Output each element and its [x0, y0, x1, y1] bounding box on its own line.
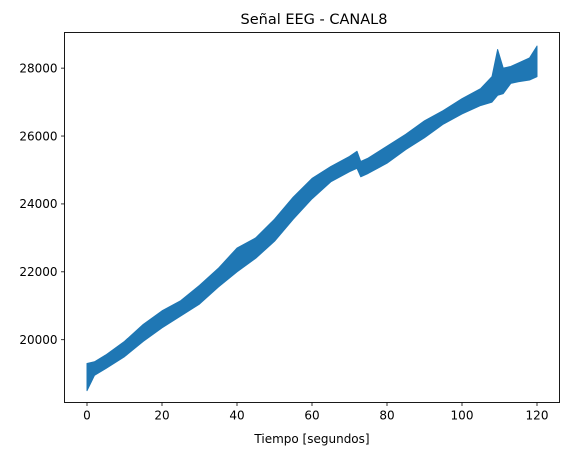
x-axis: 0 20 40 60 80 100 120 [83, 402, 549, 423]
x-tick-label: 40 [229, 409, 244, 423]
plot-area [86, 45, 538, 392]
x-tick-label: 80 [379, 409, 394, 423]
x-tick-label: 60 [304, 409, 319, 423]
x-tick-label: 20 [154, 409, 169, 423]
x-axis-label: Tiempo [segundos] [253, 432, 369, 446]
x-tick-label: 100 [451, 409, 474, 423]
y-tick-label: 22000 [19, 265, 57, 279]
series-line-0 [86, 45, 538, 392]
x-tick-label: 0 [83, 409, 91, 423]
y-axis: 20000 22000 24000 26000 28000 [19, 61, 65, 347]
y-tick-label: 28000 [19, 61, 57, 75]
y-tick-label: 20000 [19, 333, 57, 347]
y-tick-label: 26000 [19, 129, 57, 143]
chart-title: Señal EEG - CANAL8 [241, 12, 388, 28]
y-tick-label: 24000 [19, 197, 57, 211]
x-tick-label: 120 [526, 409, 549, 423]
